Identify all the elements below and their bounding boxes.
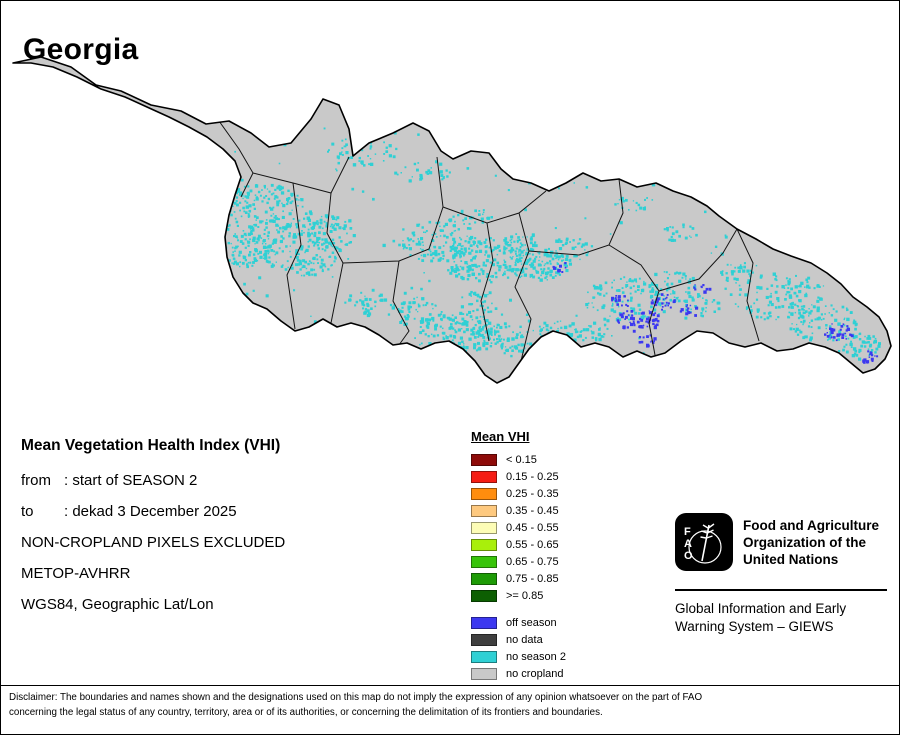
- period-from: from : start of SEASON 2: [21, 472, 285, 489]
- vhi-heading: Mean Vegetation Health Index (VHI): [21, 437, 281, 454]
- legend-label: 0.45 - 0.55: [506, 521, 559, 534]
- fao-branding: F A O Food and Agriculture Organization …: [675, 513, 887, 636]
- legend-title: Mean VHI: [471, 429, 530, 444]
- legend-vhi-classes: < 0.15 0.15 - 0.25 0.25 - 0.35 0.35 - 0.…: [471, 451, 566, 604]
- legend-swatch: [471, 616, 497, 629]
- legend-swatch: [471, 572, 497, 585]
- vhi-pixel-speckles: [53, 80, 881, 364]
- legend-row: 0.25 - 0.35: [471, 485, 566, 502]
- legend-label: 0.15 - 0.25: [506, 470, 559, 483]
- from-label: from: [21, 472, 51, 489]
- legend-swatch: [471, 589, 497, 602]
- country-border: [12, 56, 892, 384]
- legend-label: no data: [506, 633, 543, 646]
- legend-swatch: [471, 504, 497, 517]
- legend-row: < 0.15: [471, 451, 566, 468]
- legend-label: off season: [506, 616, 557, 629]
- legend-swatch: [471, 470, 497, 483]
- legend-label: 0.55 - 0.65: [506, 538, 559, 551]
- legend-row: 0.35 - 0.45: [471, 502, 566, 519]
- disclaimer-line: concerning the legal status of any count…: [9, 706, 603, 718]
- legend-row: no data: [471, 631, 566, 648]
- georgia-map: [12, 56, 892, 384]
- map-info: Mean Vegetation Health Index (VHI) from …: [21, 437, 285, 627]
- period-to: to : dekad 3 December 2025: [21, 503, 285, 520]
- legend-row: no cropland: [471, 665, 566, 682]
- legend-row: 0.55 - 0.65: [471, 536, 566, 553]
- legend-label: 0.35 - 0.45: [506, 504, 559, 517]
- legend-label: no season 2: [506, 650, 566, 663]
- admin-boundaries: [218, 120, 760, 362]
- sensor-name: METOP-AVHRR: [21, 565, 131, 582]
- legend-row: 0.65 - 0.75: [471, 553, 566, 570]
- legend-swatch: [471, 555, 497, 568]
- legend-row: no season 2: [471, 648, 566, 665]
- legend-swatch: [471, 650, 497, 663]
- legend-label: 0.65 - 0.75: [506, 555, 559, 568]
- giews-line: Global Information and Early: [675, 601, 847, 616]
- cropland-exclusion-note: NON-CROPLAND PIXELS EXCLUDED: [21, 534, 286, 551]
- giews-line: Warning System – GIEWS: [675, 618, 834, 634]
- legend-label: 0.75 - 0.85: [506, 572, 559, 585]
- legend-swatch: [471, 538, 497, 551]
- legend-row: 0.45 - 0.55: [471, 519, 566, 536]
- legend-swatch: [471, 521, 497, 534]
- legend-swatch: [471, 633, 497, 646]
- fao-org-name: Food and Agriculture Organization of the…: [743, 517, 879, 568]
- fao-org-line: Organization of the: [743, 534, 866, 550]
- fao-letter: A: [684, 538, 692, 550]
- legend-swatch: [471, 667, 497, 680]
- legend-row: 0.15 - 0.25: [471, 468, 566, 485]
- legend-row: 0.75 - 0.85: [471, 570, 566, 587]
- legend-row: >= 0.85: [471, 587, 566, 604]
- legend-swatch: [471, 487, 497, 500]
- to-label: to: [21, 503, 34, 520]
- legend-label: < 0.15: [506, 453, 537, 466]
- from-value: : start of SEASON 2: [64, 472, 198, 489]
- fao-letter: F: [684, 526, 691, 538]
- fao-header: F A O Food and Agriculture Organization …: [675, 513, 887, 571]
- legend-row: off season: [471, 614, 566, 631]
- legend-label: >= 0.85: [506, 589, 544, 602]
- fao-letter: O: [684, 550, 693, 562]
- projection-name: WGS84, Geographic Lat/Lon: [21, 596, 214, 613]
- disclaimer: Disclaimer: The boundaries and names sho…: [1, 685, 899, 725]
- legend-label: 0.25 - 0.35: [506, 487, 559, 500]
- fao-org-line: Food and Agriculture: [743, 517, 879, 533]
- fao-logo-icon: F A O: [675, 513, 733, 571]
- legend-status-classes: off season no data no season 2 no cropla…: [471, 614, 566, 682]
- fao-org-line: United Nations: [743, 551, 839, 567]
- map-legend: Mean VHI < 0.15 0.15 - 0.25 0.25 - 0.35 …: [471, 429, 566, 682]
- giews-caption: Global Information and Early Warning Sys…: [675, 600, 887, 636]
- legend-label: no cropland: [506, 667, 564, 680]
- divider-rule: [675, 589, 887, 591]
- disclaimer-line: Disclaimer: The boundaries and names sho…: [9, 692, 703, 703]
- legend-swatch: [471, 453, 497, 466]
- to-value: : dekad 3 December 2025: [64, 503, 237, 520]
